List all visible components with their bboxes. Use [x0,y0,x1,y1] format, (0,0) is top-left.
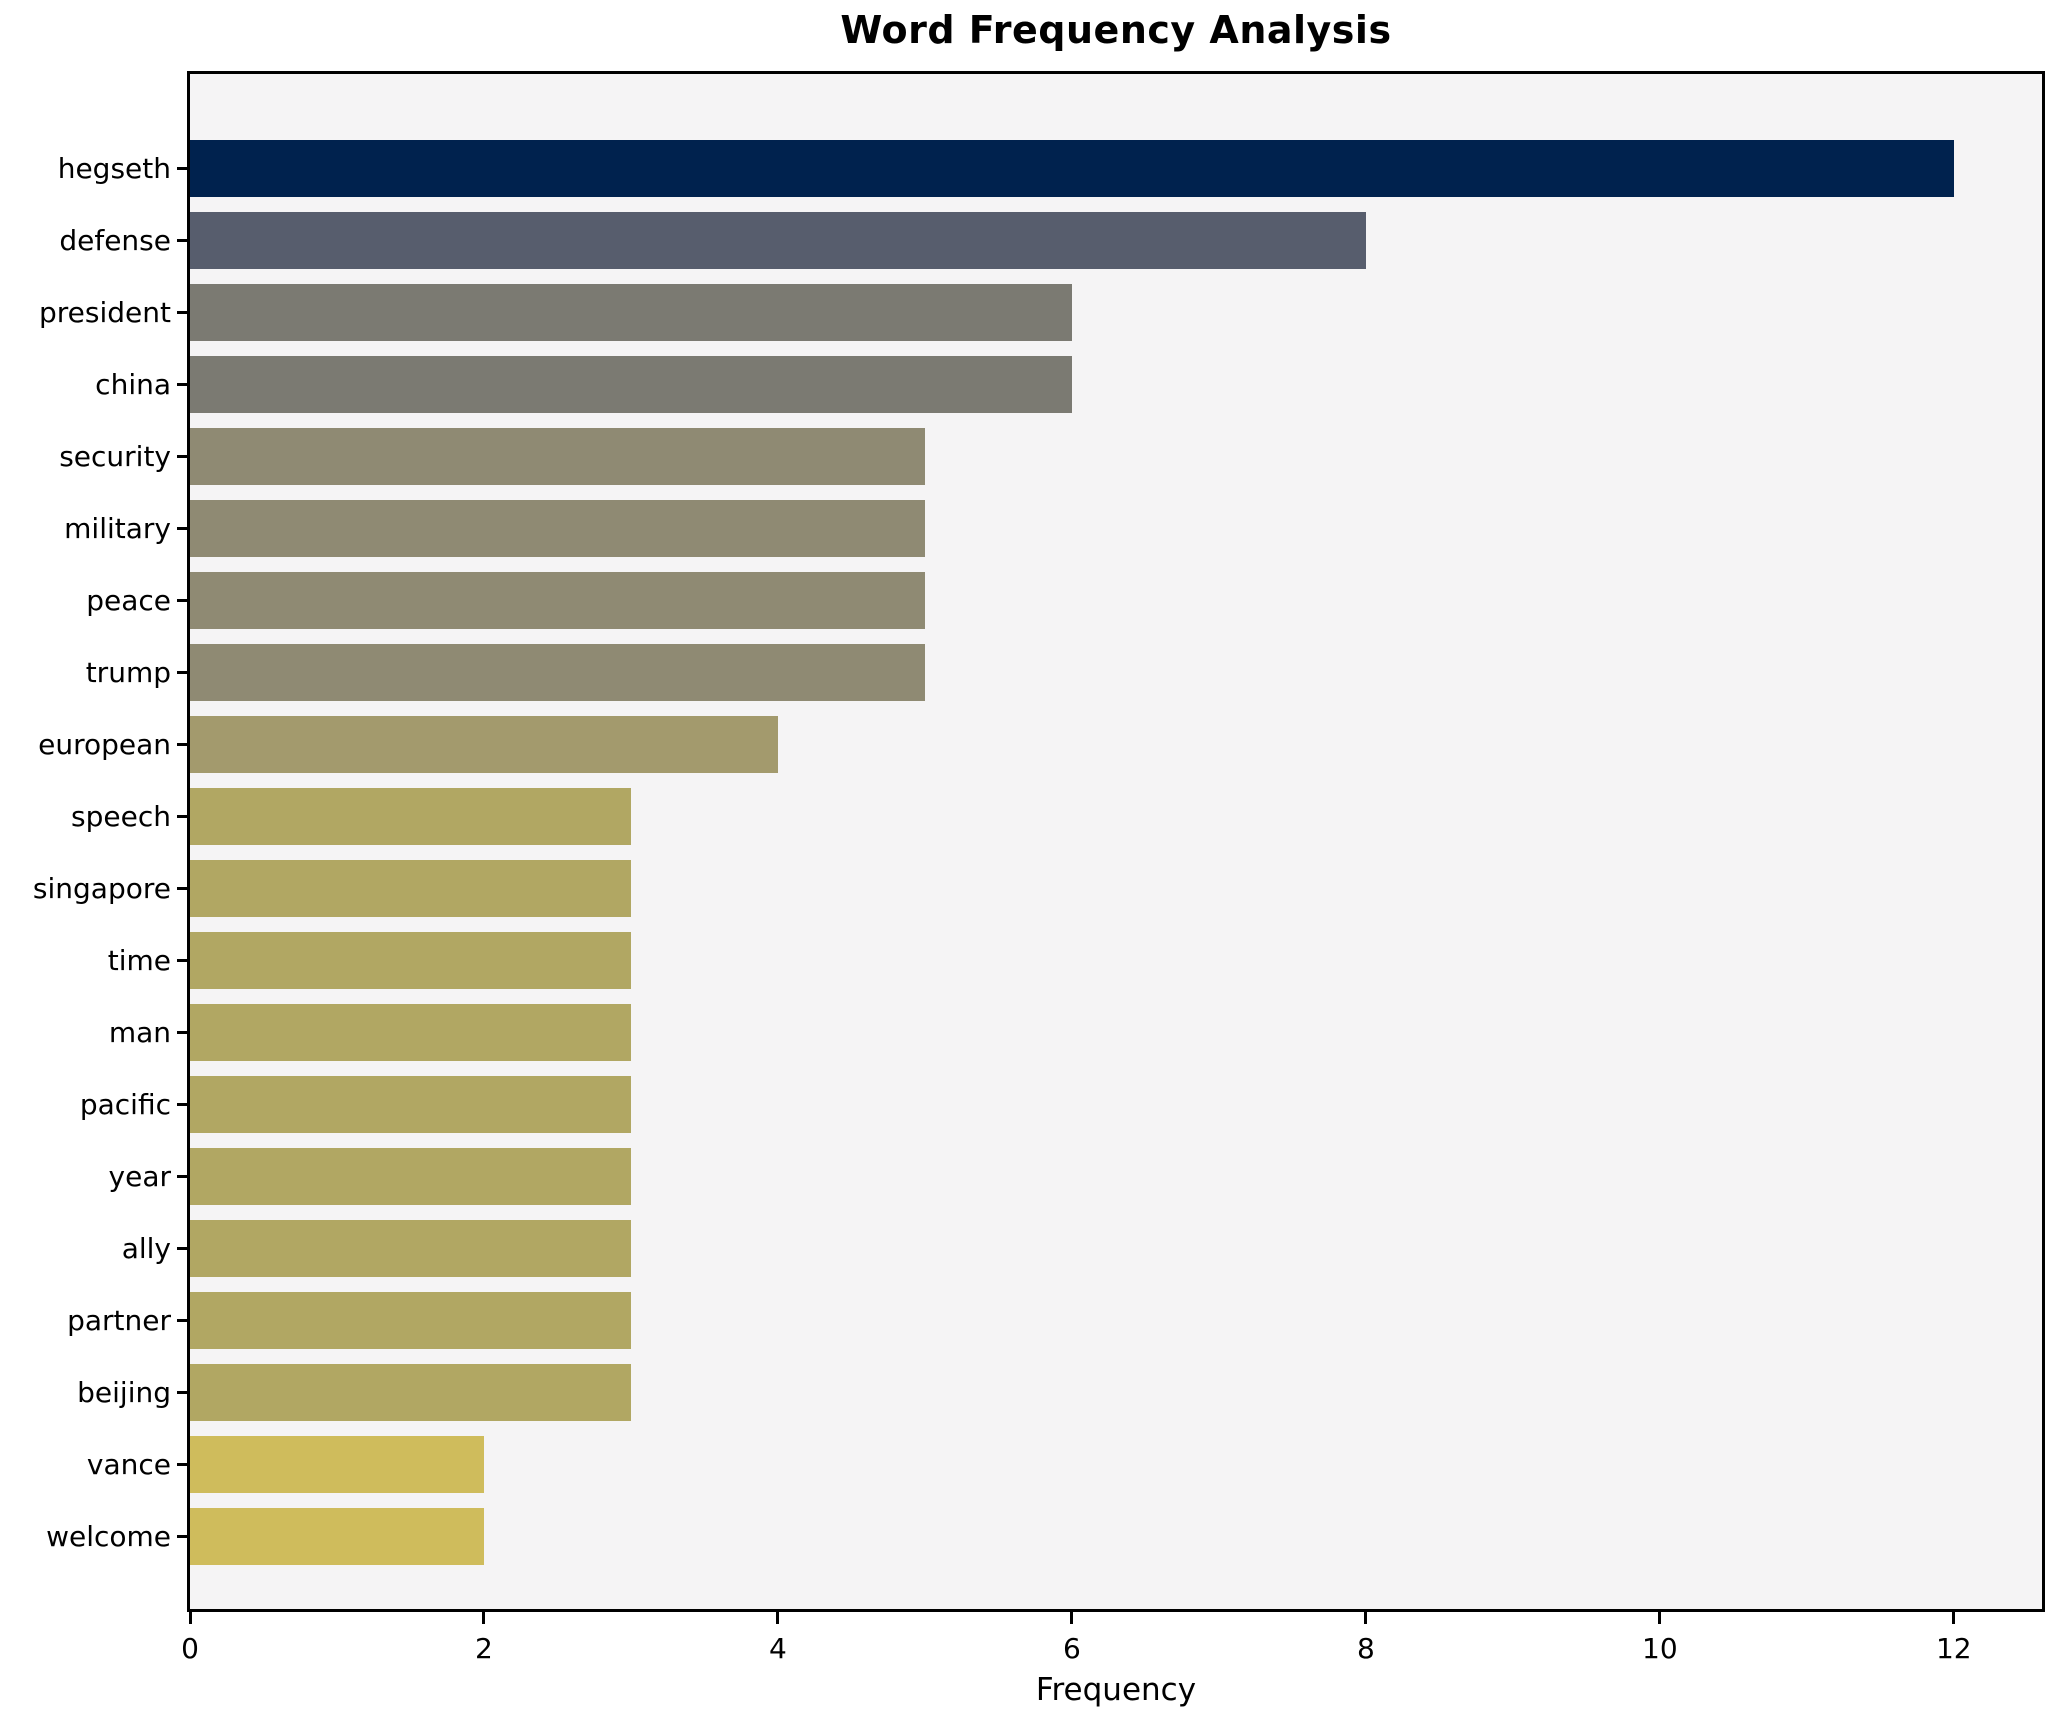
bar-ally [190,1220,631,1277]
y-tick-mark [177,815,187,818]
bar-speech [190,788,631,845]
y-tick-label-year: year [108,1159,171,1193]
bar-peace [190,572,925,629]
y-tick-mark [177,1247,187,1250]
y-tick-label-defense: defense [59,223,171,257]
x-tick-mark [1364,1612,1368,1624]
bar-european [190,716,778,773]
bar-hegseth [190,140,1954,197]
x-tick-mark [1658,1612,1662,1624]
x-tick-label-0: 0 [181,1632,199,1665]
y-tick-mark [177,239,187,242]
x-tick-label-4: 4 [769,1632,787,1665]
x-tick-label-10: 10 [1642,1632,1678,1665]
y-tick-mark [177,959,187,962]
y-tick-mark [177,1103,187,1106]
y-tick-mark [177,1175,187,1178]
y-tick-mark [177,1031,187,1034]
bar-singapore [190,860,631,917]
y-tick-mark [177,1319,187,1322]
chart-title: Word Frequency Analysis [840,8,1392,52]
y-tick-label-china: china [95,367,171,401]
y-tick-label-speech: speech [71,799,171,833]
x-axis-label: Frequency [1035,1672,1197,1708]
bar-time [190,932,631,989]
bar-defense [190,212,1366,269]
y-tick-mark [177,527,187,530]
y-tick-label-security: security [59,439,171,473]
y-tick-label-time: time [107,943,171,977]
plot-area [187,71,2045,1612]
y-tick-label-peace: peace [86,583,171,617]
bar-security [190,428,925,485]
x-tick-label-8: 8 [1356,1632,1375,1665]
x-tick-label-2: 2 [475,1632,493,1665]
y-tick-mark [177,1463,187,1466]
bar-military [190,500,925,557]
y-tick-label-welcome: welcome [46,1519,171,1553]
y-tick-mark [177,671,187,674]
x-tick-mark [188,1612,192,1624]
y-tick-label-vance: vance [86,1447,171,1481]
bar-pacific [190,1076,631,1133]
y-tick-label-trump: trump [85,655,171,689]
y-tick-label-president: president [39,295,171,329]
x-tick-mark [1952,1612,1956,1624]
y-tick-mark [177,383,187,386]
x-tick-mark [482,1612,486,1624]
bar-china [190,356,1072,413]
y-tick-mark [177,1535,187,1538]
bar-year [190,1148,631,1205]
x-tick-mark [776,1612,780,1624]
y-tick-mark [177,599,187,602]
x-tick-mark [1070,1612,1074,1624]
bar-welcome [190,1508,484,1565]
y-tick-label-military: military [64,511,171,545]
y-tick-mark [177,455,187,458]
y-tick-label-european: european [38,727,171,761]
y-tick-label-beijing: beijing [77,1375,171,1409]
bar-beijing [190,1364,631,1421]
y-tick-label-singapore: singapore [32,871,171,905]
bar-trump [190,644,925,701]
y-tick-mark [177,887,187,890]
y-tick-label-pacific: pacific [79,1087,171,1121]
x-tick-label-6: 6 [1062,1632,1081,1665]
y-tick-mark [177,311,187,314]
bar-vance [190,1436,484,1493]
y-tick-label-man: man [108,1015,171,1049]
bar-president [190,284,1072,341]
x-tick-label-12: 12 [1935,1632,1972,1665]
y-tick-mark [177,743,187,746]
y-tick-label-ally: ally [121,1231,171,1265]
bar-man [190,1004,631,1061]
bar-partner [190,1292,631,1349]
y-tick-label-hegseth: hegseth [57,151,171,185]
y-tick-label-partner: partner [67,1303,171,1337]
y-tick-mark [177,167,187,170]
y-tick-mark [177,1391,187,1394]
